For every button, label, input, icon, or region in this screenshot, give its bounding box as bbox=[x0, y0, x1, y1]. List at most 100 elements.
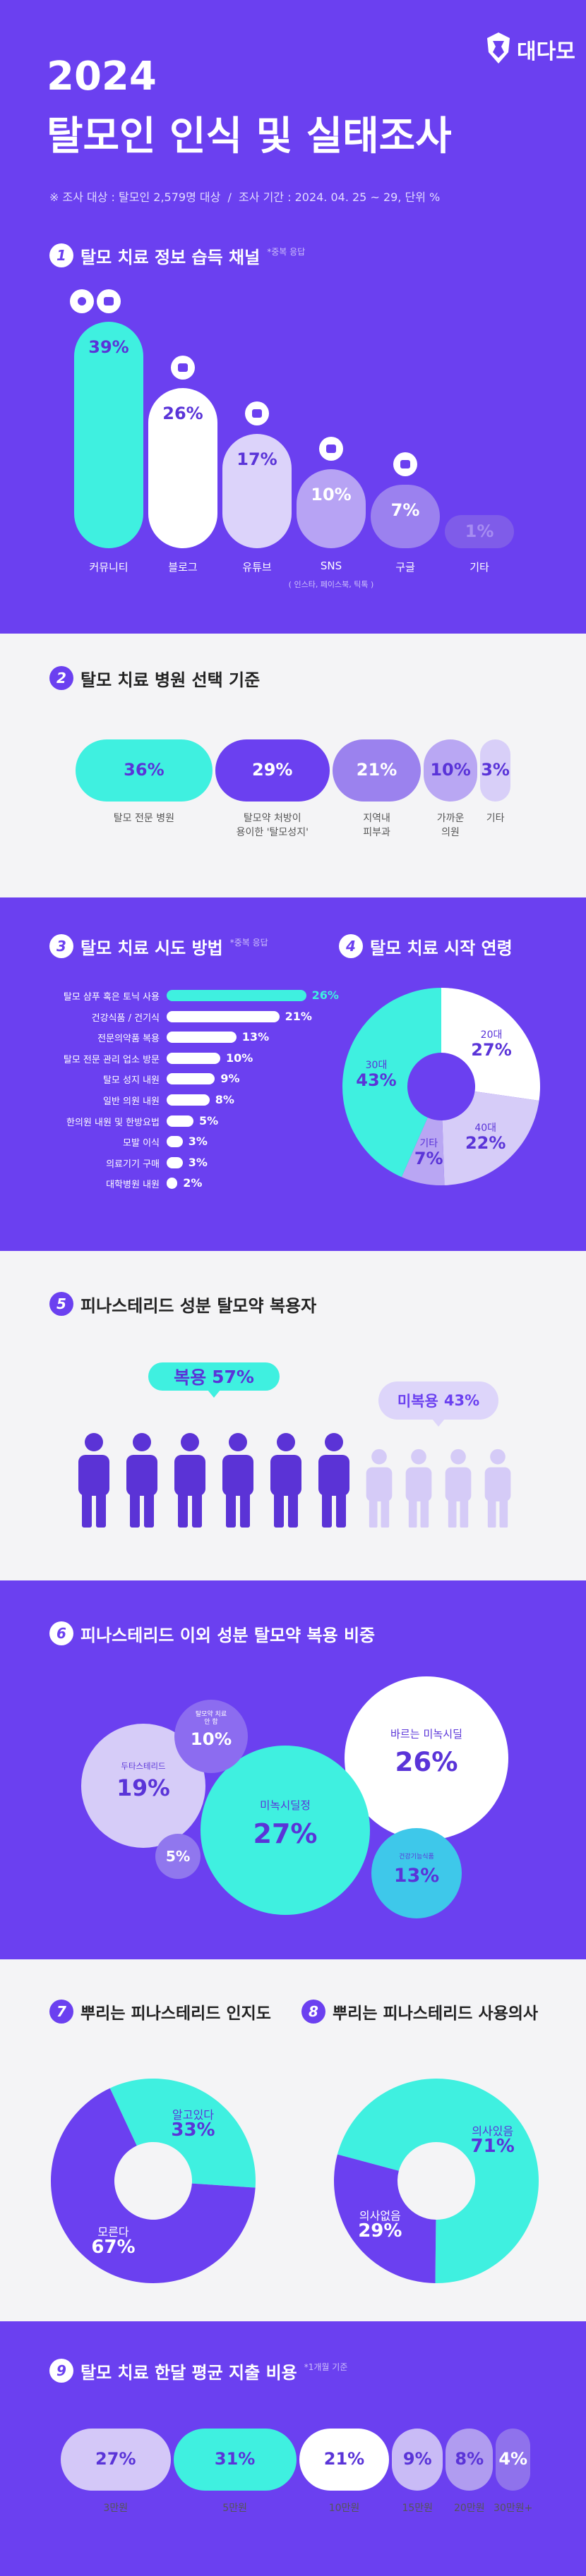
section-title: 탈모 치료 시도 방법 bbox=[80, 938, 223, 958]
bar bbox=[445, 514, 514, 548]
value-label: 26% bbox=[311, 988, 339, 1002]
channel-icon bbox=[319, 437, 343, 461]
bubble-value: 5% bbox=[165, 1847, 191, 1865]
person-head bbox=[133, 1433, 151, 1451]
category-label: 건강식품 / 건기식 bbox=[91, 1012, 160, 1024]
person-body bbox=[222, 1455, 253, 1496]
section-number: 9 bbox=[49, 2359, 73, 2383]
person-group bbox=[365, 1449, 512, 1528]
segment-label: 기타 bbox=[419, 1138, 438, 1150]
section-heading: 4 탈모 치료 시작 연령 bbox=[339, 933, 513, 959]
person-icon bbox=[222, 1433, 253, 1528]
bubble bbox=[201, 1746, 370, 1915]
segment-value: 67% bbox=[91, 2236, 136, 2258]
segment-label: 의사없음 bbox=[359, 2209, 401, 2223]
person-icon bbox=[484, 1449, 511, 1528]
bubble-category: 바르는 미녹시딜 bbox=[390, 1728, 462, 1741]
category-label: 10만원 bbox=[328, 2503, 360, 2514]
person-body bbox=[78, 1455, 109, 1496]
segment-label: 알고있다 bbox=[172, 2108, 214, 2122]
section-heading: 2 탈모 치료 병원 선택 기준 bbox=[49, 665, 260, 691]
person-head bbox=[450, 1449, 466, 1464]
channel-icon bbox=[70, 289, 94, 314]
section-heading: 8 뿌리는 피나스테리드 사용의사 bbox=[301, 1999, 538, 2024]
category-label: 가까운 의원 bbox=[436, 813, 465, 839]
person-icon bbox=[270, 1433, 301, 1528]
callout-category: 복용 bbox=[174, 1367, 207, 1388]
person-body bbox=[318, 1455, 349, 1496]
value-label: 3% bbox=[188, 1135, 208, 1149]
person-group bbox=[77, 1432, 351, 1528]
callout: 복용 57% bbox=[148, 1362, 280, 1391]
section-heading: 7 뿌리는 피나스테리드 인지도 bbox=[49, 1999, 271, 2024]
section-title: 탈모 치료 정보 습득 채널 bbox=[80, 247, 261, 267]
person-icon bbox=[445, 1449, 472, 1528]
category-label: 20만원 bbox=[454, 2503, 485, 2514]
value-label: 17% bbox=[237, 449, 277, 469]
donut bbox=[51, 2079, 256, 2283]
value-label: 1% bbox=[465, 521, 494, 542]
section-title: 뿌리는 피나스테리드 인지도 bbox=[80, 2004, 271, 2023]
person-body bbox=[174, 1455, 205, 1496]
person-leg bbox=[226, 1492, 236, 1528]
person-leg bbox=[460, 1497, 469, 1528]
bubble-value: 26% bbox=[395, 1746, 458, 1778]
person-head bbox=[181, 1433, 199, 1451]
donut-segment bbox=[342, 988, 441, 1178]
value-label: 31% bbox=[214, 2449, 256, 2469]
category-label: SNS bbox=[320, 560, 342, 572]
person-leg bbox=[274, 1492, 284, 1528]
person-leg bbox=[499, 1497, 508, 1528]
donut-segment bbox=[401, 1117, 445, 1185]
channel-icon-glyph bbox=[326, 445, 336, 453]
person-head bbox=[371, 1449, 387, 1464]
person-head bbox=[325, 1433, 343, 1451]
value-label: 2% bbox=[183, 1176, 203, 1190]
pill bbox=[424, 739, 477, 802]
section-title: 탈모 치료 시작 연령 bbox=[370, 938, 513, 958]
value-label: 9% bbox=[220, 1072, 240, 1086]
segment-value: 7% bbox=[414, 1149, 443, 1169]
bar bbox=[167, 1032, 237, 1044]
person-leg bbox=[322, 1492, 332, 1528]
value-label: 36% bbox=[124, 760, 165, 780]
person-body bbox=[484, 1467, 511, 1501]
channel-icon-glyph bbox=[104, 297, 114, 306]
donut-segment bbox=[51, 2088, 256, 2283]
section-title: 피나스테리드 이외 성분 탈모약 복용 비중 bbox=[80, 1625, 376, 1645]
donut-segment bbox=[441, 988, 540, 1101]
person-icon bbox=[405, 1449, 432, 1528]
category-label: 탈모 샴푸 혹은 토닉 사용 bbox=[63, 992, 160, 1003]
bar bbox=[74, 322, 143, 548]
bar bbox=[148, 387, 217, 548]
callout-pointer bbox=[432, 1419, 445, 1427]
pill bbox=[173, 2429, 297, 2491]
value-label: 21% bbox=[356, 760, 397, 780]
brand-name: 대다모 bbox=[517, 40, 575, 64]
value-label: 8% bbox=[455, 2449, 484, 2469]
person-icon bbox=[78, 1433, 109, 1528]
bubble bbox=[371, 1828, 462, 1918]
person-icon bbox=[174, 1433, 205, 1528]
person-body bbox=[405, 1467, 432, 1501]
bubble-category: 건강기능식품 bbox=[399, 1854, 434, 1861]
person-leg bbox=[487, 1497, 496, 1528]
donut bbox=[334, 2079, 539, 2283]
pill bbox=[332, 739, 421, 802]
value-label: 3% bbox=[481, 760, 510, 780]
person-body bbox=[270, 1455, 301, 1496]
segment-label: 의사있음 bbox=[472, 2124, 514, 2138]
channel-icon bbox=[245, 401, 269, 425]
channel-icon bbox=[97, 289, 121, 314]
section-title: 뿌리는 피나스테리드 사용의사 bbox=[333, 2004, 539, 2023]
bar bbox=[167, 1115, 193, 1127]
person-leg bbox=[381, 1497, 390, 1528]
section-title: 피나스테리드 성분 탈모약 복용자 bbox=[80, 1295, 317, 1316]
value-label: 4% bbox=[498, 2449, 528, 2469]
person-head bbox=[411, 1449, 426, 1464]
person-body bbox=[366, 1467, 393, 1501]
person-leg bbox=[178, 1492, 188, 1528]
section-subtitle: *중복 응답 bbox=[267, 247, 306, 257]
segment-label: 30대 bbox=[365, 1059, 388, 1071]
category-label: 15만원 bbox=[402, 2503, 433, 2514]
